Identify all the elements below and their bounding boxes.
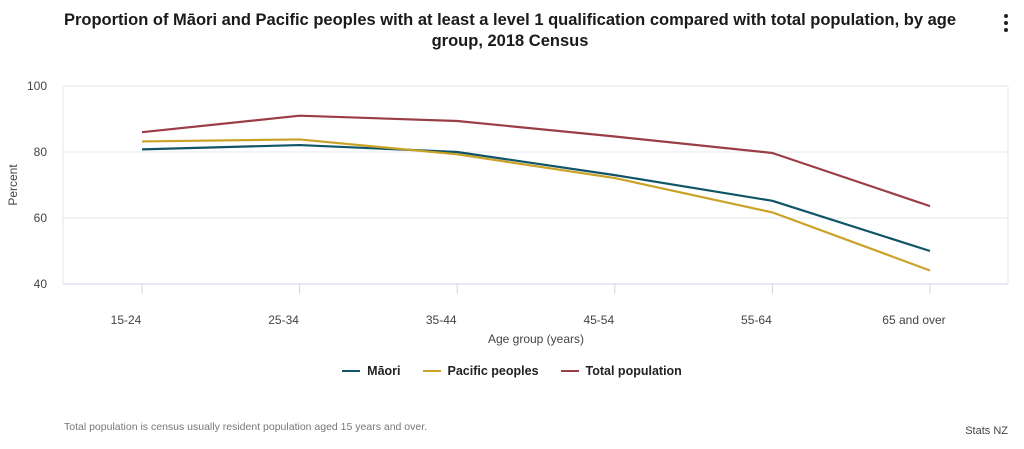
series-line-total-population[interactable]	[141, 114, 931, 208]
legend-label: Māori	[367, 364, 401, 378]
series-line-m-ori[interactable]	[141, 143, 931, 253]
y-axis-label: Percent	[6, 164, 20, 206]
more-vertical-icon[interactable]	[994, 14, 1018, 36]
x-tick-label: 45-54	[583, 313, 614, 327]
legend-item[interactable]: Total population	[560, 364, 682, 378]
line-chart: 40 60 80 100 15-24 25-34 35-44 45-54 55-64 65 an…	[6, 79, 1009, 346]
y-axis-ticks: 40 60 80 100	[27, 79, 47, 291]
series-lines	[141, 114, 931, 272]
legend-label: Total population	[585, 364, 682, 378]
x-tick-label: 65 and over	[882, 313, 945, 327]
y-tick-label: 60	[34, 211, 48, 225]
x-axis-ticks: 15-24 25-34 35-44 45-54 55-64 65 and over	[111, 284, 946, 327]
series-line-pacific-peoples[interactable]	[141, 138, 931, 272]
x-tick-label: 35-44	[426, 313, 457, 327]
legend-swatch	[342, 370, 361, 372]
legend-item[interactable]: Māori	[342, 364, 401, 378]
legend-item[interactable]: Pacific peoples	[422, 364, 539, 378]
legend-label: Pacific peoples	[447, 364, 539, 378]
x-tick-label: 25-34	[268, 313, 299, 327]
source-credit: Stats NZ	[965, 425, 1008, 437]
chart-title: Proportion of Māori and Pacific peoples …	[63, 11, 957, 50]
x-tick-label: 15-24	[111, 313, 142, 327]
y-tick-label: 100	[27, 79, 47, 93]
x-tick-label: 55-64	[741, 313, 772, 327]
legend: Māori Pacific peoples Total population	[0, 364, 1024, 378]
x-axis-label: Age group (years)	[488, 332, 584, 346]
gridlines	[62, 85, 1009, 285]
legend-swatch	[560, 370, 579, 372]
legend-swatch	[422, 370, 441, 372]
y-tick-label: 80	[34, 145, 48, 159]
footnote: Total population is census usually resid…	[64, 421, 428, 433]
y-tick-label: 40	[34, 277, 48, 291]
